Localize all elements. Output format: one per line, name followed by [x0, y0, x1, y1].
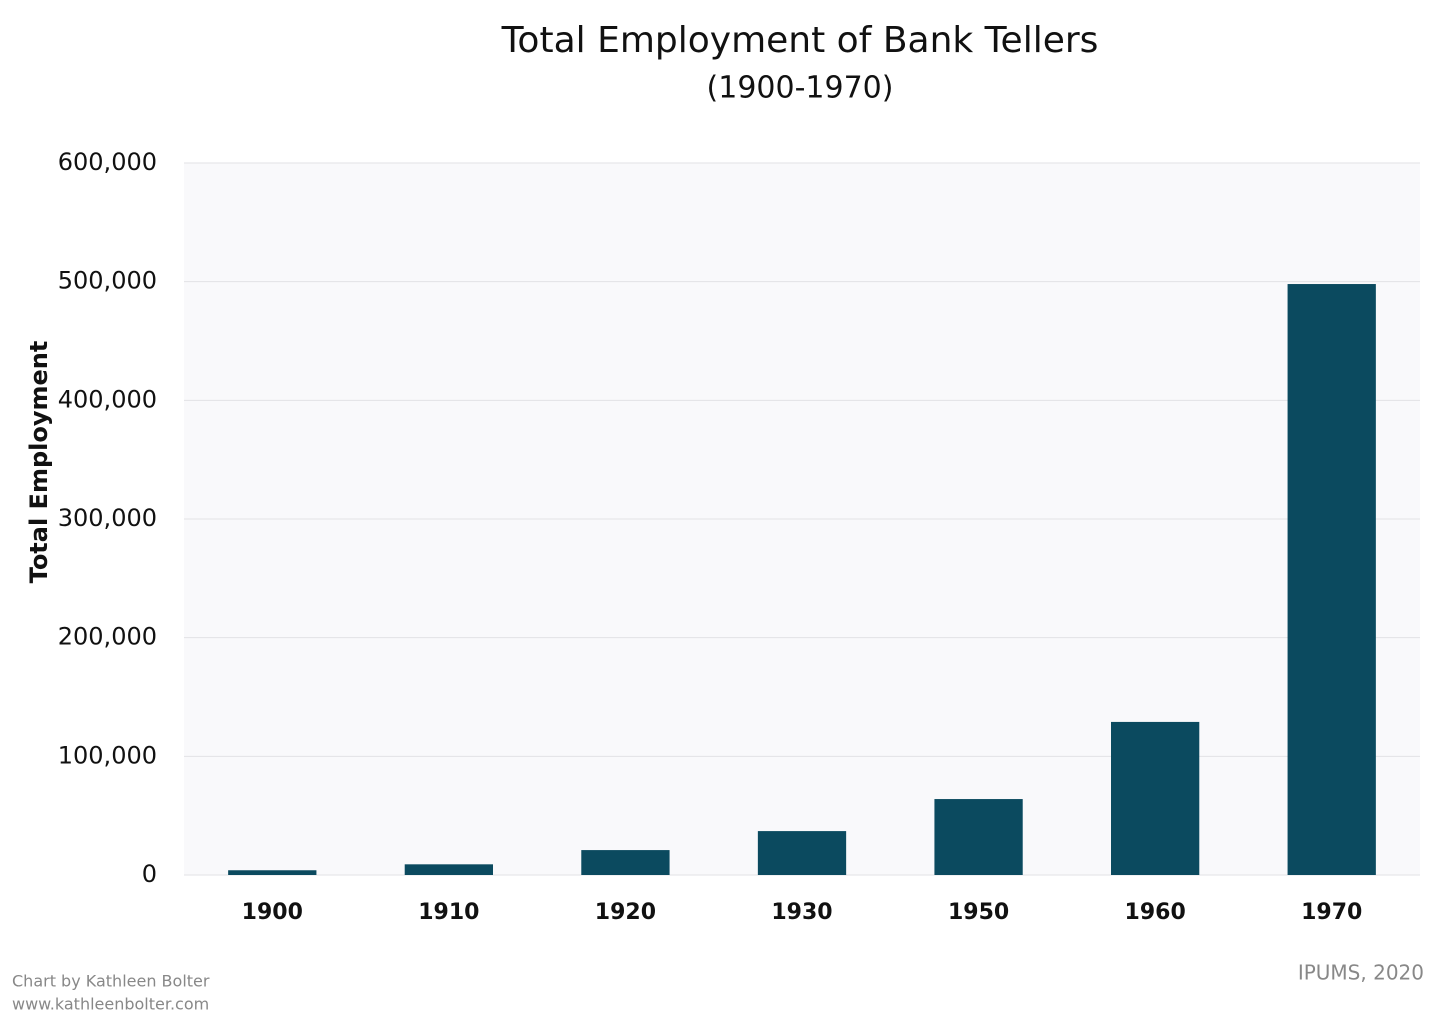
credit-url: www.kathleenbolter.com — [12, 995, 209, 1014]
bar — [934, 799, 1023, 875]
y-tick-label: 0 — [142, 860, 157, 888]
bar — [581, 850, 670, 875]
y-axis-label: Total Employment — [25, 341, 53, 584]
x-tick-label: 1900 — [242, 900, 303, 925]
x-tick-label: 1920 — [595, 900, 656, 925]
bar — [228, 870, 317, 875]
credit: Chart by Kathleen Bolter — [12, 972, 210, 991]
y-tick-label: 500,000 — [58, 267, 157, 295]
chart-subtitle: (1900-1970) — [707, 71, 894, 106]
source: IPUMS, 2020 — [1298, 961, 1424, 985]
y-tick-label: 200,000 — [58, 623, 157, 651]
bar — [404, 864, 493, 875]
x-tick-label: 1960 — [1125, 900, 1186, 925]
y-tick-label: 400,000 — [58, 385, 157, 413]
x-tick-label: 1950 — [948, 900, 1009, 925]
x-tick-label: 1970 — [1301, 900, 1362, 925]
y-tick-label: 100,000 — [58, 741, 157, 769]
y-tick-label: 300,000 — [58, 504, 157, 532]
bar — [1287, 284, 1376, 875]
bar — [1111, 721, 1200, 875]
y-tick-label: 600,000 — [58, 148, 157, 176]
x-tick-label: 1930 — [771, 900, 832, 925]
chart-title: Total Employment of Bank Tellers — [501, 20, 1099, 61]
x-tick-label: 1910 — [418, 900, 479, 925]
bar — [757, 831, 847, 875]
